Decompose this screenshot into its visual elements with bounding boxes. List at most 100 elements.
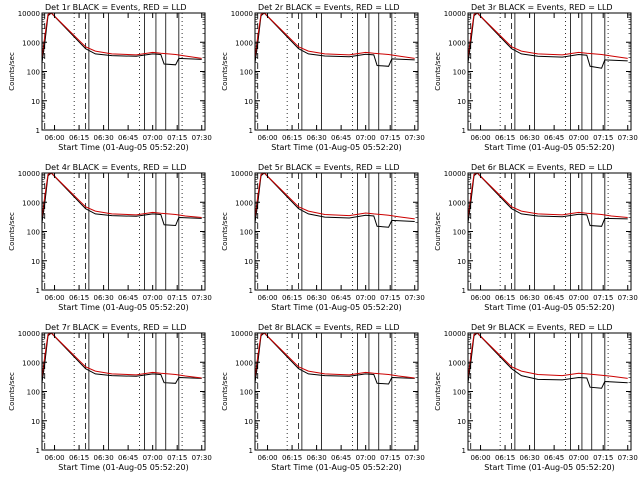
x-tick-label: 06:30 [94,454,114,462]
x-tick-label: 07:00 [569,454,589,462]
series-line-events [467,332,628,389]
plot-frame [254,172,419,291]
y-tick-label: 10000 [444,170,466,178]
y-axis-label: Counts/sec [221,372,229,411]
plot-frame [254,332,419,451]
x-tick-label: 06:45 [331,294,351,302]
y-tick-label: 10000 [231,330,253,338]
plot-frame [467,332,632,451]
x-tick-label: 06:30 [307,294,327,302]
x-tick-label: 06:30 [520,294,540,302]
x-tick-label: 07:30 [618,454,638,462]
x-tick-label: 06:00 [470,134,490,142]
y-axis-label: Counts/sec [434,212,442,251]
x-tick-label: 07:15 [593,134,613,142]
panel-title: Det 8r BLACK = Events, RED = LLD [258,323,400,332]
series-line-events [41,12,202,66]
y-tick-label: 10000 [231,10,253,18]
y-tick-label: 10 [31,98,40,106]
plot-frame [467,172,632,291]
x-tick-label: 07:30 [405,454,425,462]
y-tick-label: 1000 [22,359,40,367]
series-line-events [467,172,628,227]
series-line-lld [41,332,202,379]
y-tick-label: 1 [249,287,253,295]
panel-title: Det 7r BLACK = Events, RED = LLD [45,323,187,332]
panel-title: Det 9r BLACK = Events, RED = LLD [471,323,613,332]
y-tick-label: 1000 [448,199,466,207]
y-axis-label: Counts/sec [221,212,229,251]
panel-title: Det 6r BLACK = Events, RED = LLD [471,163,613,172]
x-tick-label: 07:00 [569,294,589,302]
x-tick-label: 07:15 [167,454,187,462]
y-tick-label: 1000 [235,39,253,47]
y-tick-label: 10000 [18,170,40,178]
y-tick-label: 100 [27,69,40,77]
plot-frame [467,12,632,131]
x-tick-label: 07:15 [380,294,400,302]
y-tick-label: 1 [36,287,40,295]
y-tick-label: 10 [31,258,40,266]
x-tick-label: 07:30 [405,294,425,302]
y-axis-label: Counts/sec [8,52,16,91]
y-tick-label: 10000 [444,330,466,338]
y-tick-label: 1000 [22,39,40,47]
x-axis-label: Start Time (01-Aug-05 05:52:20) [58,303,189,312]
panel-det-4: Det 4r BLACK = Events, RED = LLD 1 10 100 10… [8,163,212,312]
y-tick-label: 1000 [448,359,466,367]
panel-det-5: Det 5r BLACK = Events, RED = LLD 1 10 100 10… [221,163,425,312]
y-tick-label: 1000 [448,39,466,47]
y-tick-label: 10 [244,258,253,266]
y-tick-label: 1 [462,127,466,135]
x-tick-label: 07:00 [356,134,376,142]
x-tick-label: 06:30 [307,454,327,462]
panel-det-8: Det 8r BLACK = Events, RED = LLD 1 10 100 10… [221,323,425,472]
y-tick-label: 100 [240,229,253,237]
x-tick-label: 06:00 [44,454,64,462]
y-tick-label: 10 [31,418,40,426]
x-tick-label: 06:00 [257,134,277,142]
y-tick-label: 1 [36,447,40,455]
x-tick-label: 06:15 [495,134,515,142]
y-tick-label: 100 [240,69,253,77]
x-tick-label: 06:15 [495,294,515,302]
series-line-lld [41,172,202,218]
x-tick-label: 07:30 [618,134,638,142]
y-tick-label: 1000 [235,359,253,367]
plot-frame [41,332,206,451]
y-tick-label: 1 [249,447,253,455]
x-axis-label: Start Time (01-Aug-05 05:52:20) [484,303,615,312]
x-tick-label: 06:15 [495,454,515,462]
x-tick-label: 06:45 [544,294,564,302]
plot-frame [41,172,206,291]
x-tick-label: 06:45 [544,454,564,462]
x-tick-label: 06:30 [94,134,114,142]
x-tick-label: 07:30 [192,134,212,142]
series-line-lld [254,12,415,59]
series-line-lld [41,12,202,59]
x-tick-label: 07:30 [618,294,638,302]
series-line-events [254,172,415,228]
x-tick-label: 07:15 [380,454,400,462]
x-tick-label: 07:00 [356,454,376,462]
x-tick-label: 06:45 [118,294,138,302]
panel-det-1: Det 1r BLACK = Events, RED = LLD 1 10 100 10… [8,3,212,152]
x-tick-label: 06:00 [44,294,64,302]
y-tick-label: 100 [453,69,466,77]
x-tick-label: 07:30 [192,454,212,462]
x-tick-label: 06:45 [118,454,138,462]
y-axis-label: Counts/sec [434,52,442,91]
x-tick-label: 07:15 [380,134,400,142]
y-tick-label: 10 [457,98,466,106]
y-tick-label: 100 [240,389,253,397]
x-tick-label: 06:15 [69,294,89,302]
x-tick-label: 06:00 [470,454,490,462]
x-axis-label: Start Time (01-Aug-05 05:52:20) [271,463,402,472]
panel-det-3: Det 3r BLACK = Events, RED = LLD 1 10 100 10… [434,3,638,152]
y-tick-label: 10 [244,418,253,426]
series-line-lld [467,332,628,379]
x-tick-label: 07:00 [143,134,163,142]
y-tick-label: 10 [244,98,253,106]
panel-det-9: Det 9r BLACK = Events, RED = LLD 1 10 100 10… [434,323,638,472]
x-tick-label: 06:45 [331,134,351,142]
